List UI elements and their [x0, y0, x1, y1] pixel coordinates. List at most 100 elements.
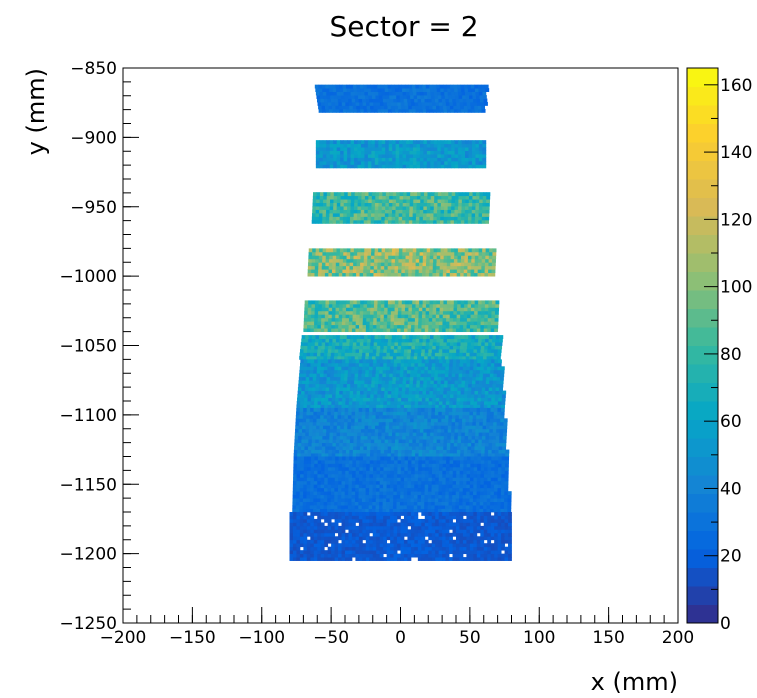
heatmap-cell — [465, 501, 470, 506]
heatmap-cell — [413, 425, 418, 430]
heatmap-cell — [349, 439, 354, 444]
heatmap-cell — [392, 421, 397, 426]
heatmap-cell — [471, 255, 476, 260]
heatmap-cell — [340, 425, 345, 430]
heatmap-cell — [383, 317, 388, 322]
heatmap-cell — [340, 150, 345, 155]
heatmap-cell — [360, 335, 365, 339]
heatmap-cell — [347, 501, 352, 506]
heatmap-cell — [443, 108, 448, 113]
heatmap-cell — [319, 418, 324, 423]
heatmap-cell — [394, 446, 399, 450]
heatmap-cell — [465, 376, 470, 381]
heatmap-cell — [421, 348, 426, 353]
heatmap-cell — [351, 373, 356, 378]
heatmap-cell — [483, 477, 488, 482]
heatmap-cell — [372, 501, 377, 506]
heatmap-cell — [298, 383, 303, 388]
heatmap-cell — [452, 477, 457, 482]
heatmap-cell — [357, 154, 362, 158]
heatmap-cell — [325, 108, 330, 113]
heatmap-cell — [402, 199, 407, 203]
heatmap-cell — [311, 338, 316, 343]
heatmap-cell — [442, 453, 447, 457]
heatmap-cell — [429, 303, 434, 308]
heatmap-cell — [296, 484, 301, 489]
heatmap-cell — [421, 491, 425, 496]
heatmap-cell — [326, 154, 331, 158]
heatmap-cell — [452, 411, 456, 416]
heatmap-cell — [324, 477, 329, 482]
heatmap-cell — [327, 348, 332, 353]
heatmap-cell — [365, 418, 369, 423]
heatmap-cell — [385, 195, 390, 200]
heatmap-cell — [368, 508, 373, 513]
heatmap-cell — [483, 404, 488, 409]
heatmap-cell — [484, 265, 489, 270]
heatmap-cell — [458, 380, 462, 385]
heatmap-cell — [371, 154, 376, 158]
heatmap-cell — [348, 98, 353, 103]
heatmap-cell — [320, 352, 325, 357]
heatmap-cell — [439, 310, 444, 315]
heatmap-cell — [409, 140, 414, 145]
heatmap-cell — [301, 432, 306, 437]
heatmap-cell — [386, 505, 390, 509]
heatmap-cell — [344, 418, 349, 423]
heatmap-cell — [347, 91, 351, 96]
heatmap-cell — [464, 88, 469, 92]
heatmap-cell — [323, 505, 328, 509]
heatmap-cell — [453, 269, 458, 274]
heatmap-cell — [346, 432, 351, 437]
heatmap-cell — [458, 164, 462, 169]
heatmap-cell — [403, 369, 408, 374]
heatmap-cell — [299, 355, 304, 360]
heatmap-cell — [333, 425, 338, 430]
heatmap-cell — [322, 442, 326, 447]
heatmap-cell — [410, 352, 415, 357]
heatmap-cell — [469, 352, 474, 357]
heatmap-cell — [318, 307, 323, 312]
heatmap-cell — [375, 425, 379, 430]
heatmap-cell — [484, 394, 489, 398]
heatmap-cell — [328, 269, 333, 274]
heatmap-cell — [451, 202, 456, 207]
heatmap-cell — [353, 209, 358, 214]
heatmap-cell — [322, 383, 327, 388]
heatmap-cell — [455, 355, 460, 360]
heatmap-cell — [414, 477, 419, 482]
heatmap-cell — [304, 390, 309, 395]
heatmap-cell — [393, 473, 398, 478]
heatmap-cell — [307, 359, 312, 364]
heatmap-cell — [352, 394, 357, 398]
heatmap-cell — [443, 300, 448, 305]
heatmap-cell — [299, 366, 304, 371]
heatmap-cell — [343, 248, 348, 253]
heatmap-cell — [463, 84, 468, 89]
heatmap-cell — [494, 404, 499, 409]
heatmap-cell — [488, 269, 492, 274]
heatmap-cell — [402, 206, 407, 210]
heatmap-cell — [500, 498, 505, 502]
heatmap-cell — [469, 501, 474, 506]
heatmap-cell — [352, 105, 357, 110]
heatmap-cell — [487, 321, 492, 326]
heatmap-cell — [346, 258, 351, 263]
heatmap-cell — [303, 401, 308, 405]
heatmap-cell — [349, 303, 354, 308]
heatmap-cell — [317, 407, 321, 412]
heatmap-cell — [309, 369, 314, 374]
heatmap-cell — [489, 373, 494, 378]
heatmap-cell — [440, 154, 445, 158]
heatmap-cell — [453, 258, 458, 263]
heatmap-cell — [338, 449, 343, 454]
heatmap-cell — [482, 154, 487, 158]
heatmap-cell — [480, 484, 485, 489]
heatmap-cell — [454, 147, 459, 151]
heatmap-cell — [351, 407, 356, 412]
heatmap-cell — [507, 491, 512, 496]
heatmap-cell — [396, 498, 401, 502]
heatmap-cell — [324, 101, 329, 106]
heatmap-cell — [409, 147, 414, 151]
